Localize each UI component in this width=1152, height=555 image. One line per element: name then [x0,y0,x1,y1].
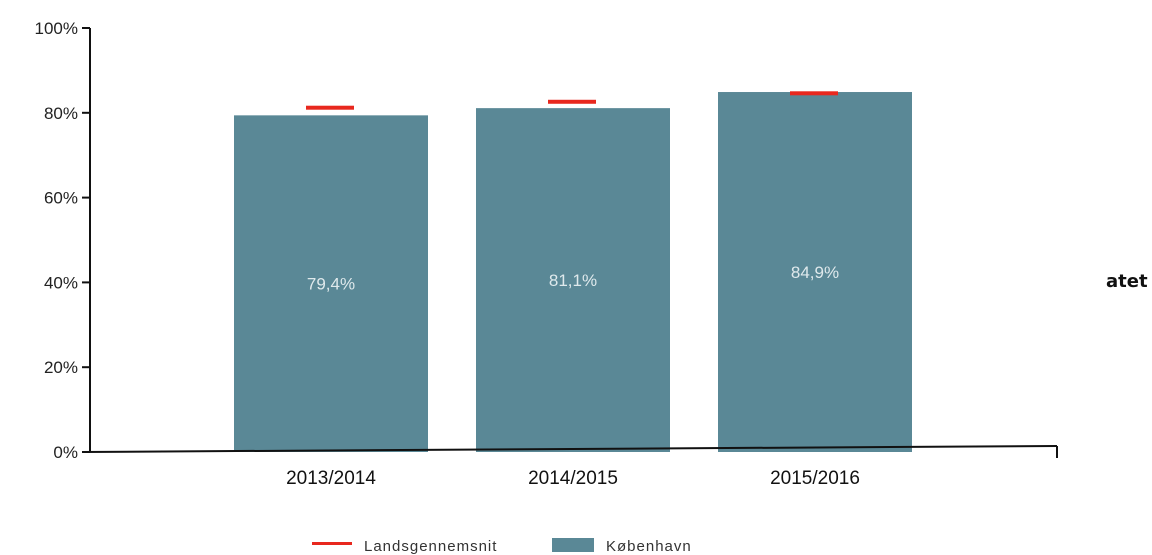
legend-swatch-kobenhavn [552,538,594,552]
y-tick-label: 40% [44,273,78,292]
y-tick-label: 20% [44,358,78,377]
data-labels: 79,4% 81,1% 84,9% [307,263,839,294]
bars [234,92,912,453]
side-text-fragment: atet [1106,271,1148,292]
bar-kobenhavn [234,115,428,453]
y-tick-label: 100% [35,19,78,38]
legend-swatch-landsgennemsnit [312,542,352,545]
y-tick-label: 60% [44,189,78,208]
legend-label-kobenhavn: København [606,538,692,555]
y-axis: 0% 20% 40% 60% 80% 100% [35,19,91,462]
bar-data-label: 79,4% [307,275,355,294]
x-category-label: 2013/2014 [286,468,376,489]
average-markers [306,91,838,110]
bar-kobenhavn [718,92,912,453]
marker-landsgennemsnit [790,91,838,96]
x-axis-line [81,445,1058,453]
y-tick-label: 0% [53,443,78,462]
bar-data-label: 81,1% [549,271,597,290]
marker-landsgennemsnit [548,99,596,104]
legend-label-landsgennemsnit: Landsgennemsnit [364,538,497,555]
x-axis: 2013/2014 2014/2015 2015/2016 [81,445,1058,489]
legend: Landsgennemsnit København [312,538,692,555]
y-tick-label: 80% [44,104,78,123]
bar-data-label: 84,9% [791,263,839,282]
x-category-label: 2015/2016 [770,468,860,489]
bar-kobenhavn [476,108,670,453]
x-category-label: 2014/2015 [528,468,618,489]
marker-landsgennemsnit [306,105,354,110]
